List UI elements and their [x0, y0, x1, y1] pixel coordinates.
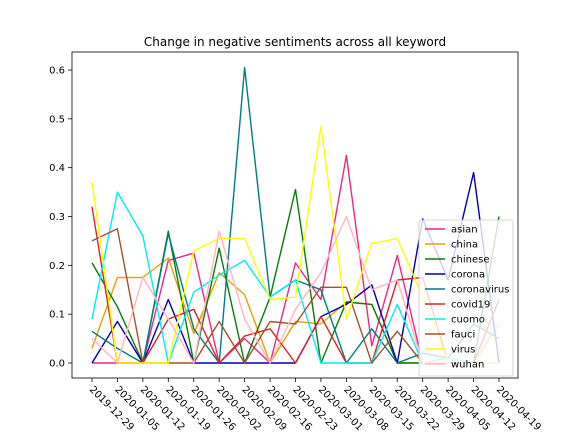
legend-label-cuomo: cuomo: [451, 315, 485, 326]
y-tick-label: 0.0: [49, 359, 65, 370]
legend-label-asian: asian: [451, 225, 478, 236]
chart-title: Change in negative sentiments across all…: [144, 35, 446, 49]
legend-label-corona: corona: [451, 270, 485, 281]
y-tick-label: 0.3: [49, 212, 65, 223]
legend-label-covid19: covid19: [451, 300, 490, 311]
plot-area-frame: [71, 51, 519, 379]
legend-label-coronavirus: coronavirus: [451, 285, 509, 296]
y-tick-label: 0.1: [49, 310, 65, 321]
y-tick-label: 0.6: [49, 66, 65, 77]
y-tick-label: 0.4: [49, 163, 65, 174]
y-axis: 0.0 0.1 0.2 0.3 0.4 0.5 0.6: [49, 66, 72, 370]
legend-label-chinese: chinese: [451, 255, 489, 266]
legend-label-virus: virus: [451, 345, 475, 356]
y-tick-label: 0.5: [49, 114, 65, 125]
legend-label-china: china: [451, 240, 478, 251]
legend: asian china chinese corona coronavirus covid1…: [418, 219, 514, 377]
legend-label-fauci: fauci: [451, 330, 475, 341]
legend-label-wuhan: wuhan: [451, 360, 484, 371]
y-tick-label: 0.2: [49, 261, 65, 272]
